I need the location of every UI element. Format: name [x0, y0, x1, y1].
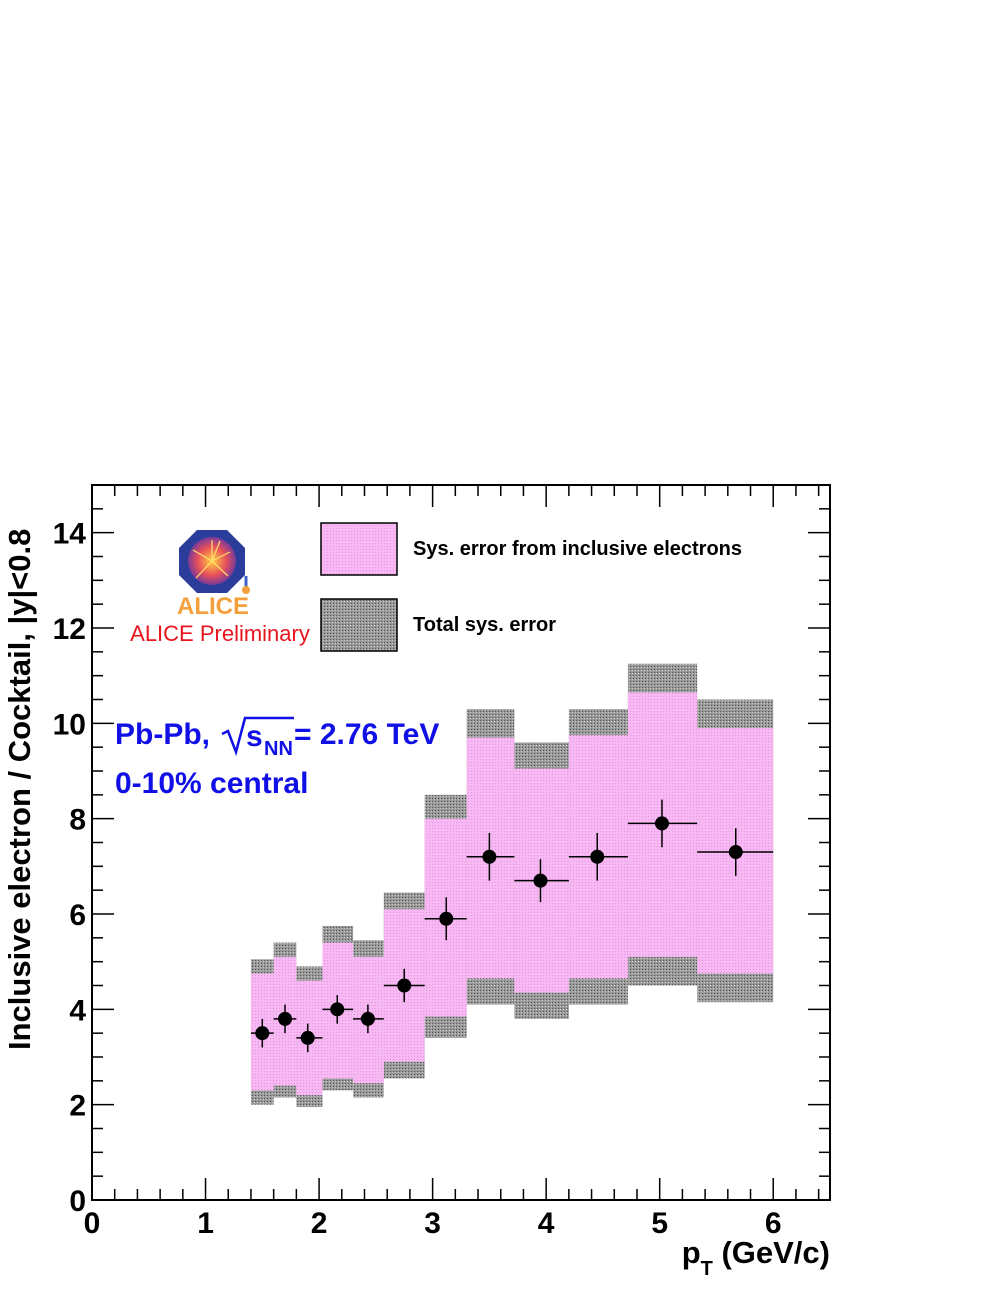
energy-s-symbol: s — [246, 720, 263, 753]
x-tick-label-2: 2 — [311, 1207, 328, 1240]
y-tick-label-14: 14 — [53, 518, 87, 551]
plot-frame — [91, 484, 831, 1201]
data-point-1 — [278, 1011, 293, 1026]
x-tick-label-1: 1 — [197, 1207, 214, 1240]
y-tick-label-12: 12 — [53, 613, 86, 646]
sqrt-symbol — [221, 716, 294, 757]
y-tick-labels: 0 2 4 6 8 10 12 14 — [53, 518, 87, 1218]
collision-system-text: Pb-Pb, — [115, 718, 210, 751]
legend-swatch-sys — [320, 522, 398, 576]
preliminary-label: ALICE Preliminary — [130, 621, 310, 646]
legend-label-sys: Sys. error from inclusive electrons — [413, 538, 742, 560]
legend-label-total: Total sys. error — [413, 614, 556, 636]
x-axis-title-main: p — [682, 1235, 701, 1270]
alice-logo-rays — [192, 540, 231, 579]
alice-logo-dot — [242, 586, 250, 594]
x-tick-label-0: 0 — [84, 1207, 101, 1240]
data-point-2 — [300, 1030, 315, 1045]
y-axis-title: Inclusive electron / Cocktail, |y|<0.8 — [2, 529, 37, 1050]
x-axis-title: pT (GeV/c) — [682, 1235, 830, 1280]
inclusive-sys-error-bands — [250, 692, 774, 1096]
data-point-9 — [590, 849, 605, 864]
x-axis-title-sub: T — [701, 1258, 713, 1280]
y-tick-label-0: 0 — [69, 1185, 86, 1218]
data-point-3 — [330, 1002, 345, 1017]
y-tick-label-4: 4 — [69, 994, 86, 1027]
x-tick-label-4: 4 — [538, 1207, 555, 1240]
data-point-5 — [397, 978, 412, 993]
x-axis-title-unit: (GeV/c) — [713, 1235, 830, 1270]
y-tick-label-10: 10 — [53, 708, 86, 741]
y-tick-label-8: 8 — [69, 804, 86, 837]
data-point-0 — [255, 1026, 270, 1041]
data-point-4 — [360, 1011, 375, 1026]
x-tick-label-6: 6 — [765, 1207, 782, 1240]
legend: Sys. error from inclusive electrons Tota… — [320, 522, 742, 652]
x-tick-label-3: 3 — [424, 1207, 441, 1240]
alice-logo: ALICE ALICE Preliminary — [130, 530, 310, 646]
collision-annotation: Pb-Pb, s NN = 2.76 TeV 0-10% central — [115, 716, 439, 800]
data-point-6 — [439, 911, 454, 926]
y-tick-label-2: 2 — [69, 1090, 86, 1123]
data-point-11 — [728, 845, 743, 860]
alice-logo-text: ALICE — [177, 593, 249, 620]
energy-value-text: = 2.76 TeV — [294, 718, 439, 751]
data-point-10 — [654, 816, 669, 831]
x-tick-labels: 0 1 2 3 4 5 6 — [84, 1207, 782, 1240]
data-points — [250, 799, 774, 1053]
legend-swatch-total — [320, 598, 398, 652]
data-point-7 — [482, 849, 497, 864]
data-point-8 — [533, 873, 548, 888]
x-tick-label-5: 5 — [651, 1207, 668, 1240]
energy-nn-subscript: NN — [264, 738, 293, 760]
centrality-text: 0-10% central — [115, 767, 308, 800]
y-tick-label-6: 6 — [69, 899, 86, 932]
